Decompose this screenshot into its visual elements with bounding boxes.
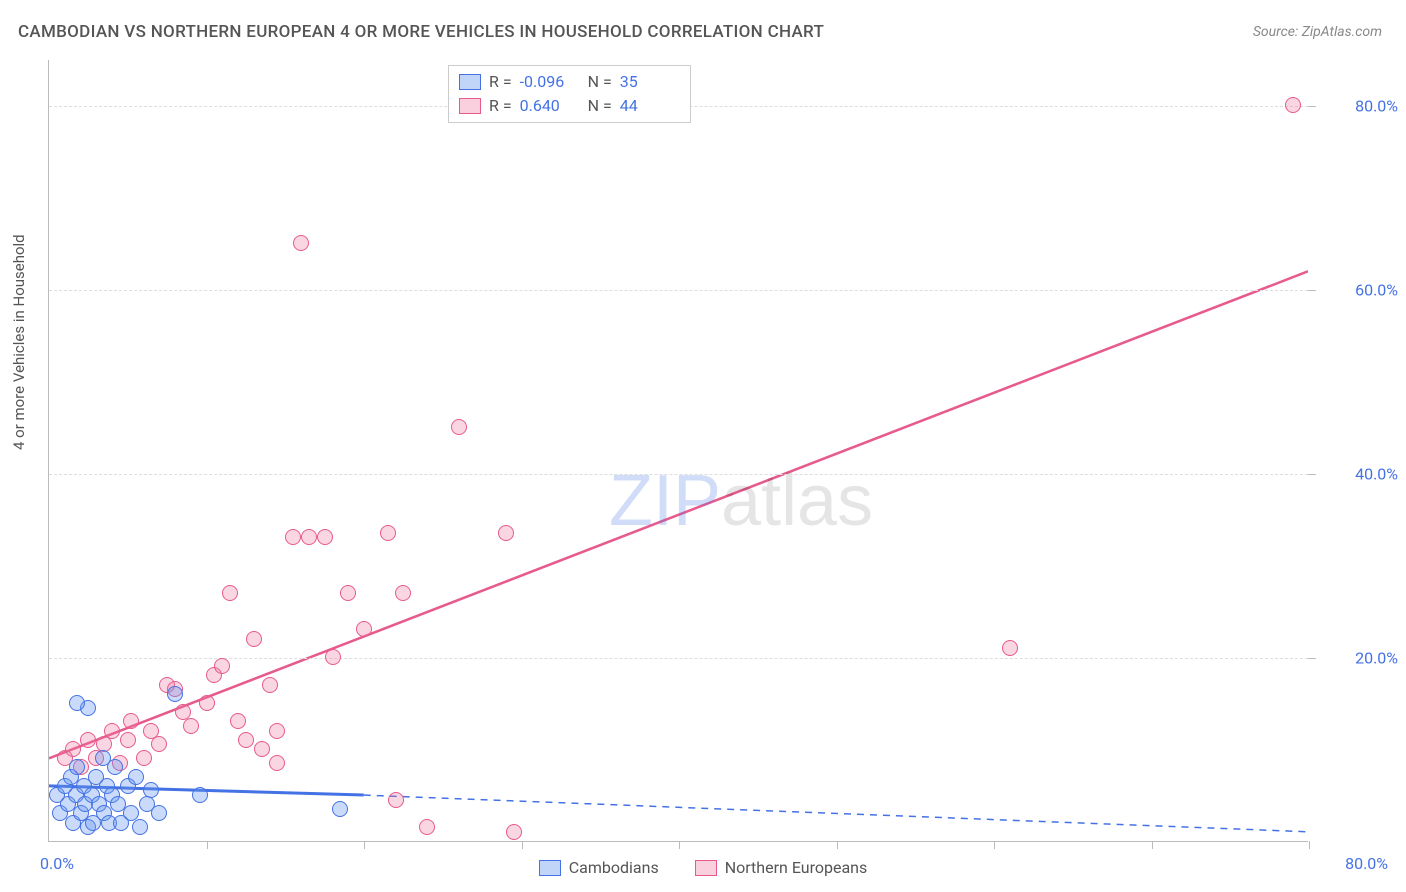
data-point (254, 741, 270, 757)
data-point (214, 658, 230, 674)
x-tick-mark (522, 841, 523, 849)
x-tick-mark (207, 841, 208, 849)
data-point (340, 585, 356, 601)
data-point (183, 718, 199, 734)
data-point (419, 819, 435, 835)
plot-area: ZIPatlas 20.0%40.0%60.0%80.0% (48, 60, 1308, 842)
data-point (128, 769, 144, 785)
data-point (498, 525, 514, 541)
data-point (199, 695, 215, 711)
data-point (120, 732, 136, 748)
data-point (104, 723, 120, 739)
x-tick-mark (1152, 841, 1153, 849)
y-tick-label: 80.0% (1318, 97, 1398, 116)
source-text: Source: ZipAtlas.com (1253, 24, 1382, 40)
x-tick-mark (1309, 841, 1310, 849)
data-point (269, 755, 285, 771)
stats-legend: R = -0.096 N = 35 R = 0.640 N = 44 (448, 65, 691, 123)
gridline (49, 658, 1308, 659)
data-point (262, 677, 278, 693)
data-point (293, 235, 309, 251)
data-point (143, 782, 159, 798)
data-point (451, 419, 467, 435)
data-point (151, 736, 167, 752)
data-point (167, 686, 183, 702)
data-point (1002, 640, 1018, 656)
data-point (1285, 97, 1301, 113)
data-point (136, 750, 152, 766)
y-axis-label: 4 or more Vehicles in Household (10, 234, 28, 450)
data-point (317, 529, 333, 545)
data-point (80, 732, 96, 748)
data-point (192, 787, 208, 803)
y-tick-label: 20.0% (1318, 649, 1398, 668)
legend-swatch (695, 860, 717, 876)
data-point (69, 759, 85, 775)
x-tick-mark (994, 841, 995, 849)
x-tick-mark (679, 841, 680, 849)
data-point (380, 525, 396, 541)
watermark: ZIPatlas (609, 460, 873, 542)
gridline (49, 290, 1308, 291)
y-tick-mark (1308, 474, 1316, 475)
y-tick-label: 40.0% (1318, 465, 1398, 484)
legend-item: Northern Europeans (695, 858, 868, 877)
data-point (356, 621, 372, 637)
chart-title: CAMBODIAN VS NORTHERN EUROPEAN 4 OR MORE… (18, 22, 824, 42)
data-point (269, 723, 285, 739)
data-point (285, 529, 301, 545)
data-point (132, 819, 148, 835)
y-tick-mark (1308, 658, 1316, 659)
stats-row: R = -0.096 N = 35 (459, 70, 680, 94)
data-point (151, 805, 167, 821)
x-tick-mark (364, 841, 365, 849)
y-tick-label: 60.0% (1318, 281, 1398, 300)
legend-swatch (459, 74, 481, 90)
data-point (388, 792, 404, 808)
data-point (107, 759, 123, 775)
data-point (123, 713, 139, 729)
data-point (325, 649, 341, 665)
gridline (49, 474, 1308, 475)
stats-row: R = 0.640 N = 44 (459, 94, 680, 118)
data-point (69, 695, 85, 711)
data-point (230, 713, 246, 729)
data-point (395, 585, 411, 601)
data-point (301, 529, 317, 545)
legend-swatch (459, 98, 481, 114)
data-point (222, 585, 238, 601)
series-legend: Cambodians Northern Europeans (0, 858, 1406, 880)
legend-item: Cambodians (539, 858, 659, 877)
data-point (246, 631, 262, 647)
y-tick-mark (1308, 290, 1316, 291)
data-point (65, 741, 81, 757)
data-point (506, 824, 522, 840)
data-point (332, 801, 348, 817)
legend-swatch (539, 860, 561, 876)
x-tick-mark (837, 841, 838, 849)
y-tick-mark (1308, 106, 1316, 107)
data-point (238, 732, 254, 748)
